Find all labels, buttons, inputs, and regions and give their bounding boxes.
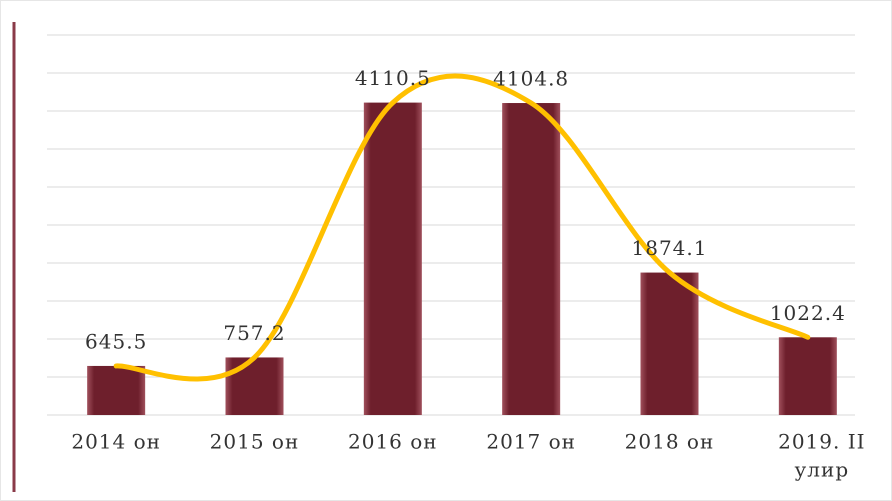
x-tick-label: 2016 он [348, 430, 438, 454]
trend-line [113, 73, 811, 382]
bar [225, 357, 284, 415]
bar [87, 365, 146, 415]
data-label: 757.2 [223, 321, 285, 345]
x-tick-label: 2018 он [625, 430, 715, 454]
x-tick-label: 2019. II [778, 430, 865, 454]
bar [502, 103, 561, 415]
data-label: 1874.1 [632, 236, 708, 260]
x-tick-label: 2017 он [486, 430, 576, 454]
bar [778, 337, 837, 415]
data-label: 4104.8 [493, 67, 569, 91]
data-label: 4110.5 [355, 66, 431, 90]
bar [640, 272, 699, 415]
data-label: 645.5 [85, 329, 147, 353]
x-tick-label: 2015 он [210, 430, 300, 454]
x-tick-label: 2014 он [71, 430, 161, 454]
x-tick-label: улир [795, 458, 850, 482]
bar [363, 102, 422, 416]
data-label: 1022.4 [770, 301, 846, 325]
